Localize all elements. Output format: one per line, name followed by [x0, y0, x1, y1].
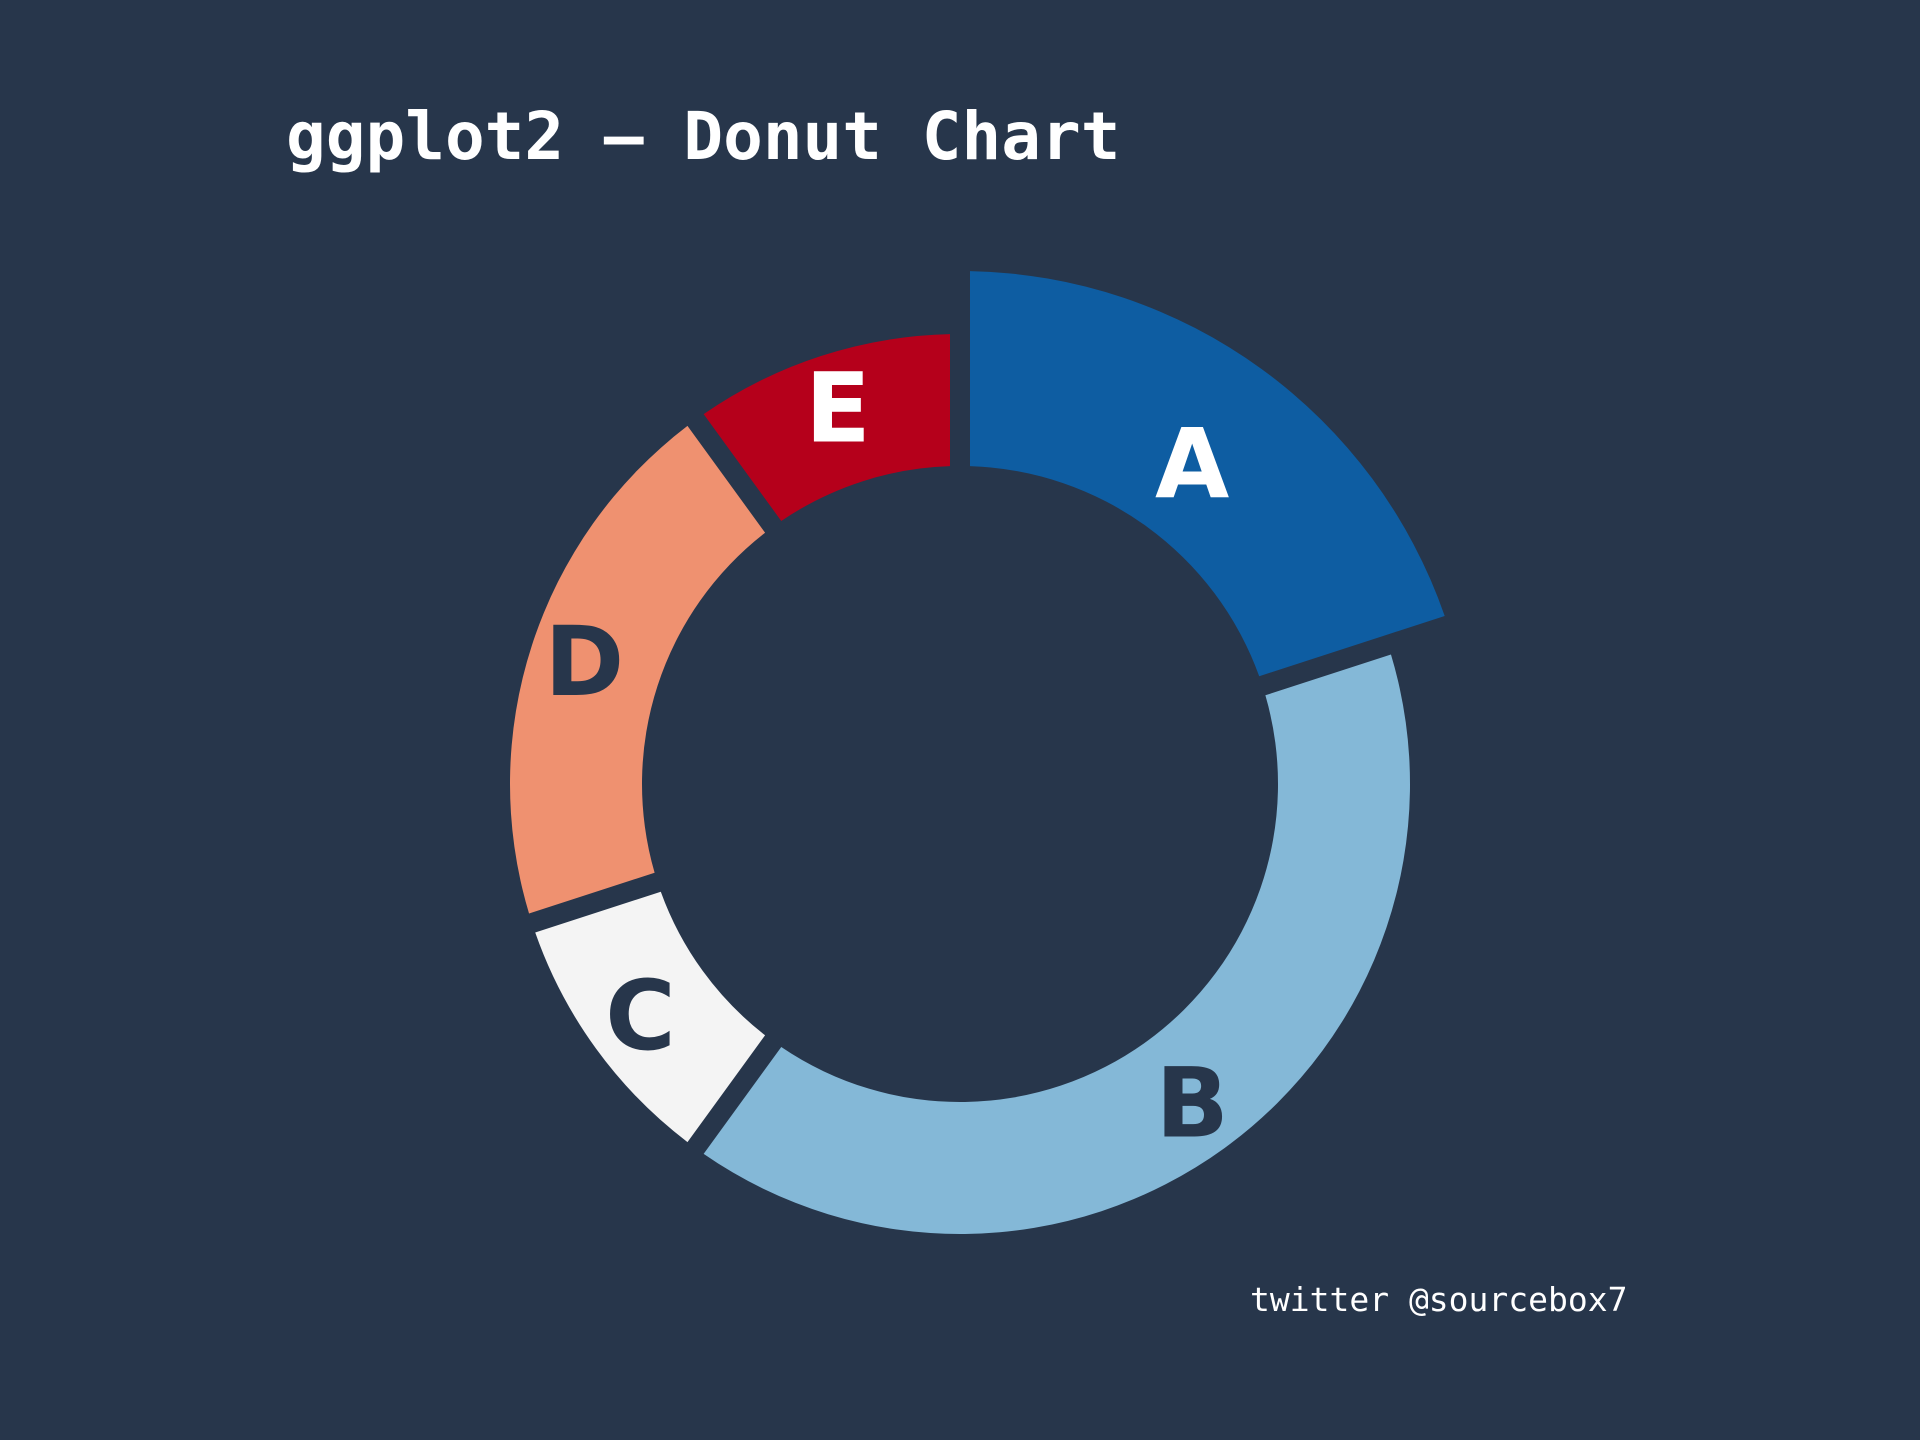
donut-label-c: C	[605, 960, 675, 1072]
donut-slice-b	[703, 654, 1411, 1235]
donut-label-b: B	[1156, 1048, 1229, 1160]
donut-label-e: E	[805, 352, 871, 464]
donut-slices	[510, 271, 1445, 1235]
chart-title: ggplot2 – Donut Chart	[286, 98, 1121, 175]
donut-slice-a	[970, 271, 1445, 677]
donut-label-d: D	[544, 606, 624, 718]
donut-slice-e	[703, 334, 950, 521]
donut-slice-d	[510, 425, 766, 914]
donut-slice-c	[535, 891, 766, 1143]
caption: twitter @sourcebox7	[1250, 1280, 1628, 1319]
donut-labels: A B C D E	[544, 352, 1229, 1159]
donut-label-a: A	[1155, 408, 1229, 520]
